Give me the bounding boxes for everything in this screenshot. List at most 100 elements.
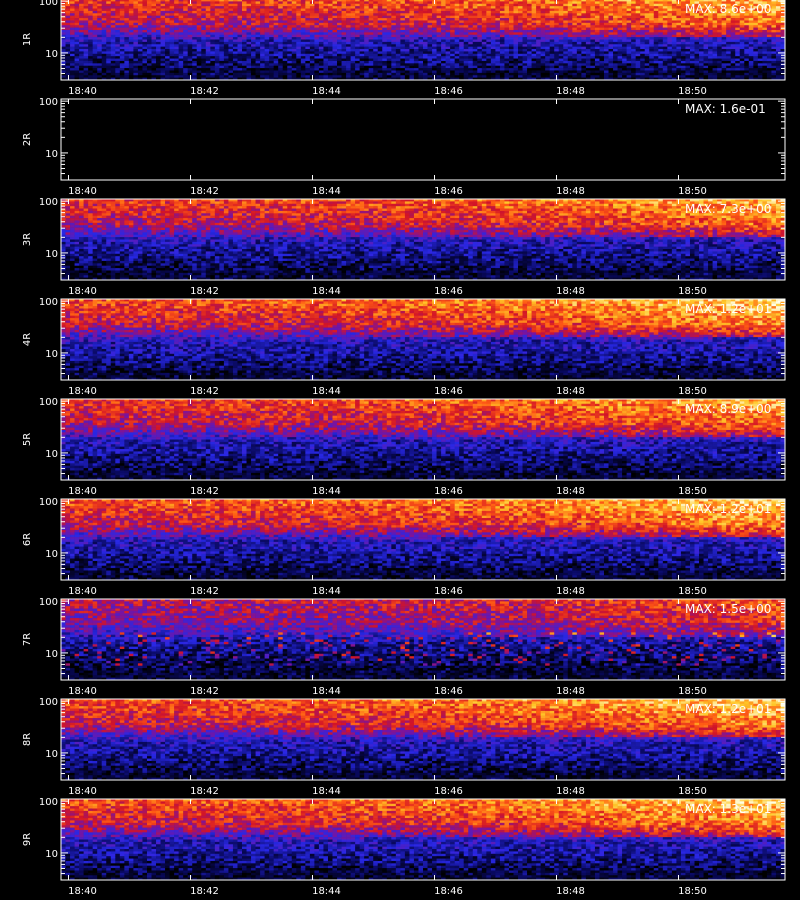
spectrogram-cell bbox=[196, 70, 202, 74]
spectrogram-cell bbox=[332, 22, 338, 26]
spectrogram-cell bbox=[613, 63, 618, 66]
spectrogram-cell bbox=[128, 29, 134, 33]
spectrogram-cell bbox=[359, 41, 365, 45]
spectrogram-cell bbox=[350, 32, 356, 36]
spectrogram-cell bbox=[644, 53, 650, 57]
spectrogram-cell bbox=[644, 3, 650, 7]
spectrogram-cell bbox=[382, 29, 388, 33]
spectrogram-cell bbox=[536, 44, 541, 47]
spectrogram-cell bbox=[187, 22, 193, 26]
spectrogram-cell bbox=[518, 20, 523, 24]
spectrogram-cell bbox=[513, 44, 519, 47]
spectrogram-cell bbox=[323, 22, 329, 26]
spectrogram-cell bbox=[278, 6, 284, 9]
spectrogram-cell bbox=[531, 10, 537, 14]
spectrogram-cell bbox=[459, 41, 465, 45]
spectrogram-cell bbox=[391, 34, 397, 38]
spectrogram-cell bbox=[255, 27, 261, 31]
spectrogram-cell bbox=[83, 77, 89, 81]
spectrogram-cell bbox=[382, 58, 388, 62]
spectrogram-cell bbox=[459, 13, 465, 16]
spectrogram-cell bbox=[278, 34, 284, 38]
spectrogram-cell bbox=[622, 75, 627, 78]
spectrogram-cell bbox=[644, 20, 650, 24]
spectrogram-cell bbox=[703, 68, 709, 71]
spectrogram-cell bbox=[133, 56, 139, 59]
spectrogram-cell bbox=[355, 39, 360, 43]
spectrogram-cell bbox=[499, 25, 505, 28]
spectrogram-cell bbox=[427, 39, 433, 43]
spectrogram-cell bbox=[205, 8, 211, 12]
spectrogram-cell bbox=[608, 29, 614, 33]
spectrogram-cell bbox=[590, 60, 596, 64]
spectrogram-cell bbox=[617, 6, 623, 9]
spectrogram-cell bbox=[653, 18, 659, 21]
spectrogram-cell bbox=[110, 65, 116, 69]
spectrogram-cell bbox=[255, 18, 261, 21]
spectrogram-cell bbox=[124, 25, 130, 28]
spectrogram-cell bbox=[386, 22, 392, 26]
spectrogram-cell bbox=[594, 10, 600, 14]
spectrogram-cell bbox=[264, 10, 270, 14]
spectrogram-cell bbox=[160, 34, 166, 38]
spectrogram-cell bbox=[441, 53, 446, 57]
spectrogram-cell bbox=[174, 49, 179, 52]
spectrogram-cell bbox=[522, 27, 528, 31]
spectrogram-cell bbox=[137, 75, 143, 78]
spectrogram-cell bbox=[649, 56, 655, 59]
spectrogram-cell bbox=[513, 22, 519, 26]
spectrogram-cell bbox=[481, 8, 487, 12]
spectrogram-cell bbox=[309, 29, 315, 33]
spectrogram-cell bbox=[522, 10, 528, 14]
spectrogram-cell bbox=[386, 13, 392, 16]
spectrogram-cell bbox=[662, 72, 668, 76]
spectrogram-cell bbox=[246, 27, 252, 31]
spectrogram-cell bbox=[332, 8, 338, 12]
spectrogram-cell bbox=[477, 37, 483, 40]
spectrogram-cell bbox=[441, 20, 446, 24]
spectrogram-cell bbox=[210, 32, 216, 36]
spectrogram-cell bbox=[671, 1, 677, 5]
spectrogram-cell bbox=[495, 56, 501, 59]
spectrogram-cell bbox=[151, 6, 157, 9]
spectrogram-cell bbox=[567, 6, 573, 9]
spectrogram-cell bbox=[255, 44, 261, 47]
spectrogram-cell bbox=[106, 22, 112, 26]
spectrogram-cell bbox=[468, 53, 474, 57]
spectrogram-cell bbox=[486, 18, 492, 21]
spectrogram-cell bbox=[418, 3, 424, 7]
spectrogram-cell bbox=[246, 51, 252, 55]
spectrogram-cell bbox=[210, 70, 216, 74]
spectrogram-cell bbox=[128, 75, 134, 78]
spectrogram-cell bbox=[454, 70, 460, 74]
spectrogram-cell bbox=[386, 29, 392, 33]
spectrogram-cell bbox=[165, 25, 170, 28]
spectrogram-cell bbox=[309, 18, 315, 21]
spectrogram-cell bbox=[377, 56, 383, 59]
spectrogram-cell bbox=[210, 20, 216, 24]
spectrogram-cell bbox=[549, 3, 555, 7]
spectrogram-cell bbox=[228, 0, 234, 2]
spectrogram-cell bbox=[472, 8, 478, 12]
spectrogram-cell bbox=[599, 32, 605, 36]
spectrogram-cell bbox=[522, 32, 528, 36]
spectrogram-cell bbox=[260, 68, 265, 71]
spectrogram-cell bbox=[477, 72, 483, 76]
spectrogram-cell bbox=[599, 0, 605, 2]
spectrogram-cell bbox=[622, 6, 627, 9]
spectrogram-cell bbox=[309, 20, 315, 24]
spectrogram-cell bbox=[110, 51, 116, 55]
spectrogram-cell bbox=[640, 20, 646, 24]
spectrogram-cell bbox=[671, 68, 677, 71]
spectrogram-cell bbox=[513, 39, 519, 43]
spectrogram-cell bbox=[228, 75, 234, 78]
spectrogram-cell bbox=[617, 3, 623, 7]
spectrogram-cell bbox=[391, 46, 397, 50]
spectrogram-cell bbox=[522, 37, 528, 40]
spectrogram-cell bbox=[341, 75, 347, 78]
spectrogram-cell bbox=[174, 37, 179, 40]
spectrogram-cell bbox=[128, 53, 134, 57]
spectrogram-cell bbox=[676, 72, 682, 76]
spectrogram-cell bbox=[151, 49, 157, 52]
